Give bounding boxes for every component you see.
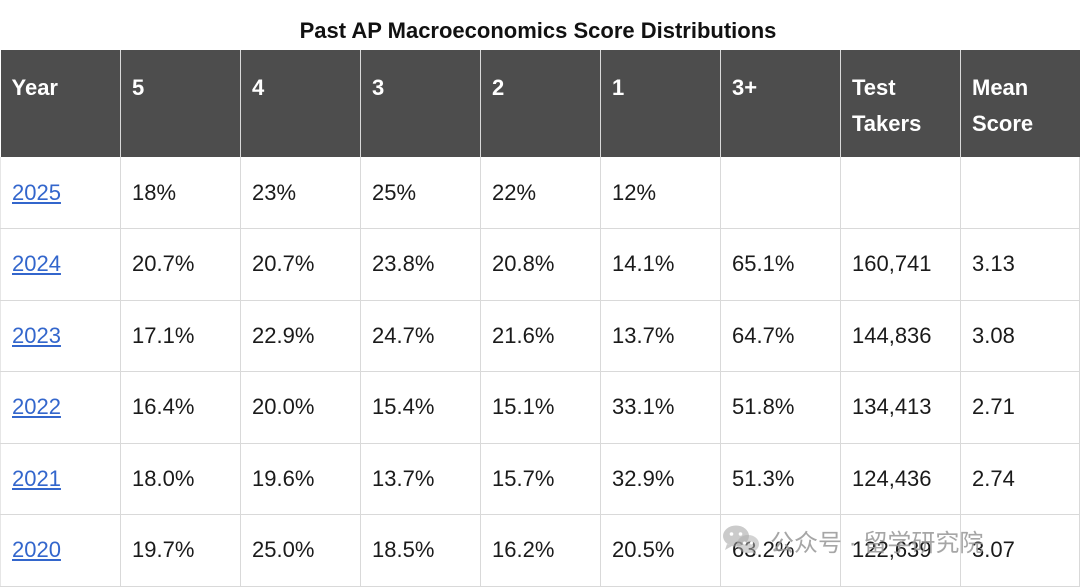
score-5-cell: 20.7% xyxy=(120,228,241,301)
header-score-4: 4 xyxy=(240,50,361,157)
three-plus-cell: 63.2% xyxy=(720,514,841,587)
score-1-cell: 32.9% xyxy=(600,443,721,515)
mean-score-cell xyxy=(960,157,1080,229)
score-1-cell: 13.7% xyxy=(600,300,721,372)
header-score-3: 3 xyxy=(360,50,481,157)
test-takers-cell: 134,413 xyxy=(840,371,961,444)
test-takers-cell xyxy=(840,157,961,229)
score-5-cell: 18% xyxy=(120,157,241,229)
three-plus-cell: 51.3% xyxy=(720,443,841,515)
score-3-cell: 24.7% xyxy=(360,300,481,372)
header-test-takers: Test Takers xyxy=(840,50,961,157)
score-2-cell: 21.6% xyxy=(480,300,601,372)
score-distribution-table: Year 5 4 3 2 1 3+ Test Takers Mean Score… xyxy=(0,50,1080,587)
score-2-cell: 15.1% xyxy=(480,371,601,444)
year-cell: 2024 xyxy=(0,228,121,301)
score-4-cell: 19.6% xyxy=(240,443,361,515)
score-1-cell: 33.1% xyxy=(600,371,721,444)
year-link[interactable]: 2025 xyxy=(12,179,61,205)
score-5-cell: 19.7% xyxy=(120,514,241,587)
year-link[interactable]: 2020 xyxy=(12,537,61,563)
year-link[interactable]: 2023 xyxy=(12,322,61,348)
table-row: 2020 19.7% 25.0% 18.5% 16.2% 20.5% 63.2%… xyxy=(0,514,1080,587)
year-cell: 2021 xyxy=(0,443,121,515)
table-row: 2023 17.1% 22.9% 24.7% 21.6% 13.7% 64.7%… xyxy=(0,300,1080,372)
mean-score-cell: 3.07 xyxy=(960,514,1080,587)
score-4-cell: 20.0% xyxy=(240,371,361,444)
score-2-cell: 15.7% xyxy=(480,443,601,515)
year-link[interactable]: 2024 xyxy=(12,251,61,277)
score-3-cell: 13.7% xyxy=(360,443,481,515)
score-1-cell: 14.1% xyxy=(600,228,721,301)
year-cell: 2025 xyxy=(0,157,121,229)
mean-score-cell: 2.74 xyxy=(960,443,1080,515)
three-plus-cell: 51.8% xyxy=(720,371,841,444)
year-cell: 2022 xyxy=(0,371,121,444)
year-cell: 2020 xyxy=(0,514,121,587)
mean-score-cell: 3.13 xyxy=(960,228,1080,301)
score-4-cell: 20.7% xyxy=(240,228,361,301)
year-cell: 2023 xyxy=(0,300,121,372)
score-5-cell: 16.4% xyxy=(120,371,241,444)
score-1-cell: 20.5% xyxy=(600,514,721,587)
score-1-cell: 12% xyxy=(600,157,721,229)
test-takers-cell: 144,836 xyxy=(840,300,961,372)
test-takers-cell: 122,639 xyxy=(840,514,961,587)
score-4-cell: 25.0% xyxy=(240,514,361,587)
score-3-cell: 18.5% xyxy=(360,514,481,587)
mean-score-cell: 2.71 xyxy=(960,371,1080,444)
header-3-plus: 3+ xyxy=(720,50,841,157)
score-3-cell: 23.8% xyxy=(360,228,481,301)
three-plus-cell: 64.7% xyxy=(720,300,841,372)
header-mean-score: Mean Score xyxy=(960,50,1080,157)
table-title: Past AP Macroeconomics Score Distributio… xyxy=(299,18,777,43)
header-year: Year xyxy=(0,50,121,157)
score-2-cell: 20.8% xyxy=(480,228,601,301)
score-3-cell: 15.4% xyxy=(360,371,481,444)
score-4-cell: 22.9% xyxy=(240,300,361,372)
header-score-5: 5 xyxy=(120,50,241,157)
three-plus-cell xyxy=(720,157,841,229)
header-score-1: 1 xyxy=(600,50,721,157)
test-takers-cell: 160,741 xyxy=(840,228,961,301)
header-score-2: 2 xyxy=(480,50,601,157)
score-4-cell: 23% xyxy=(240,157,361,229)
mean-score-cell: 3.08 xyxy=(960,300,1080,372)
score-2-cell: 16.2% xyxy=(480,514,601,587)
test-takers-cell: 124,436 xyxy=(840,443,961,515)
year-link[interactable]: 2021 xyxy=(12,465,61,491)
header-row: Year 5 4 3 2 1 3+ Test Takers Mean Score xyxy=(0,50,1080,157)
score-5-cell: 17.1% xyxy=(120,300,241,372)
table-row: 2024 20.7% 20.7% 23.8% 20.8% 14.1% 65.1%… xyxy=(0,228,1080,301)
three-plus-cell: 65.1% xyxy=(720,228,841,301)
table-row: 2021 18.0% 19.6% 13.7% 15.7% 32.9% 51.3%… xyxy=(0,443,1080,515)
score-5-cell: 18.0% xyxy=(120,443,241,515)
score-3-cell: 25% xyxy=(360,157,481,229)
table-row: 2022 16.4% 20.0% 15.4% 15.1% 33.1% 51.8%… xyxy=(0,371,1080,444)
table-row: 2025 18% 23% 25% 22% 12% xyxy=(0,157,1080,229)
year-link[interactable]: 2022 xyxy=(12,394,61,420)
score-2-cell: 22% xyxy=(480,157,601,229)
